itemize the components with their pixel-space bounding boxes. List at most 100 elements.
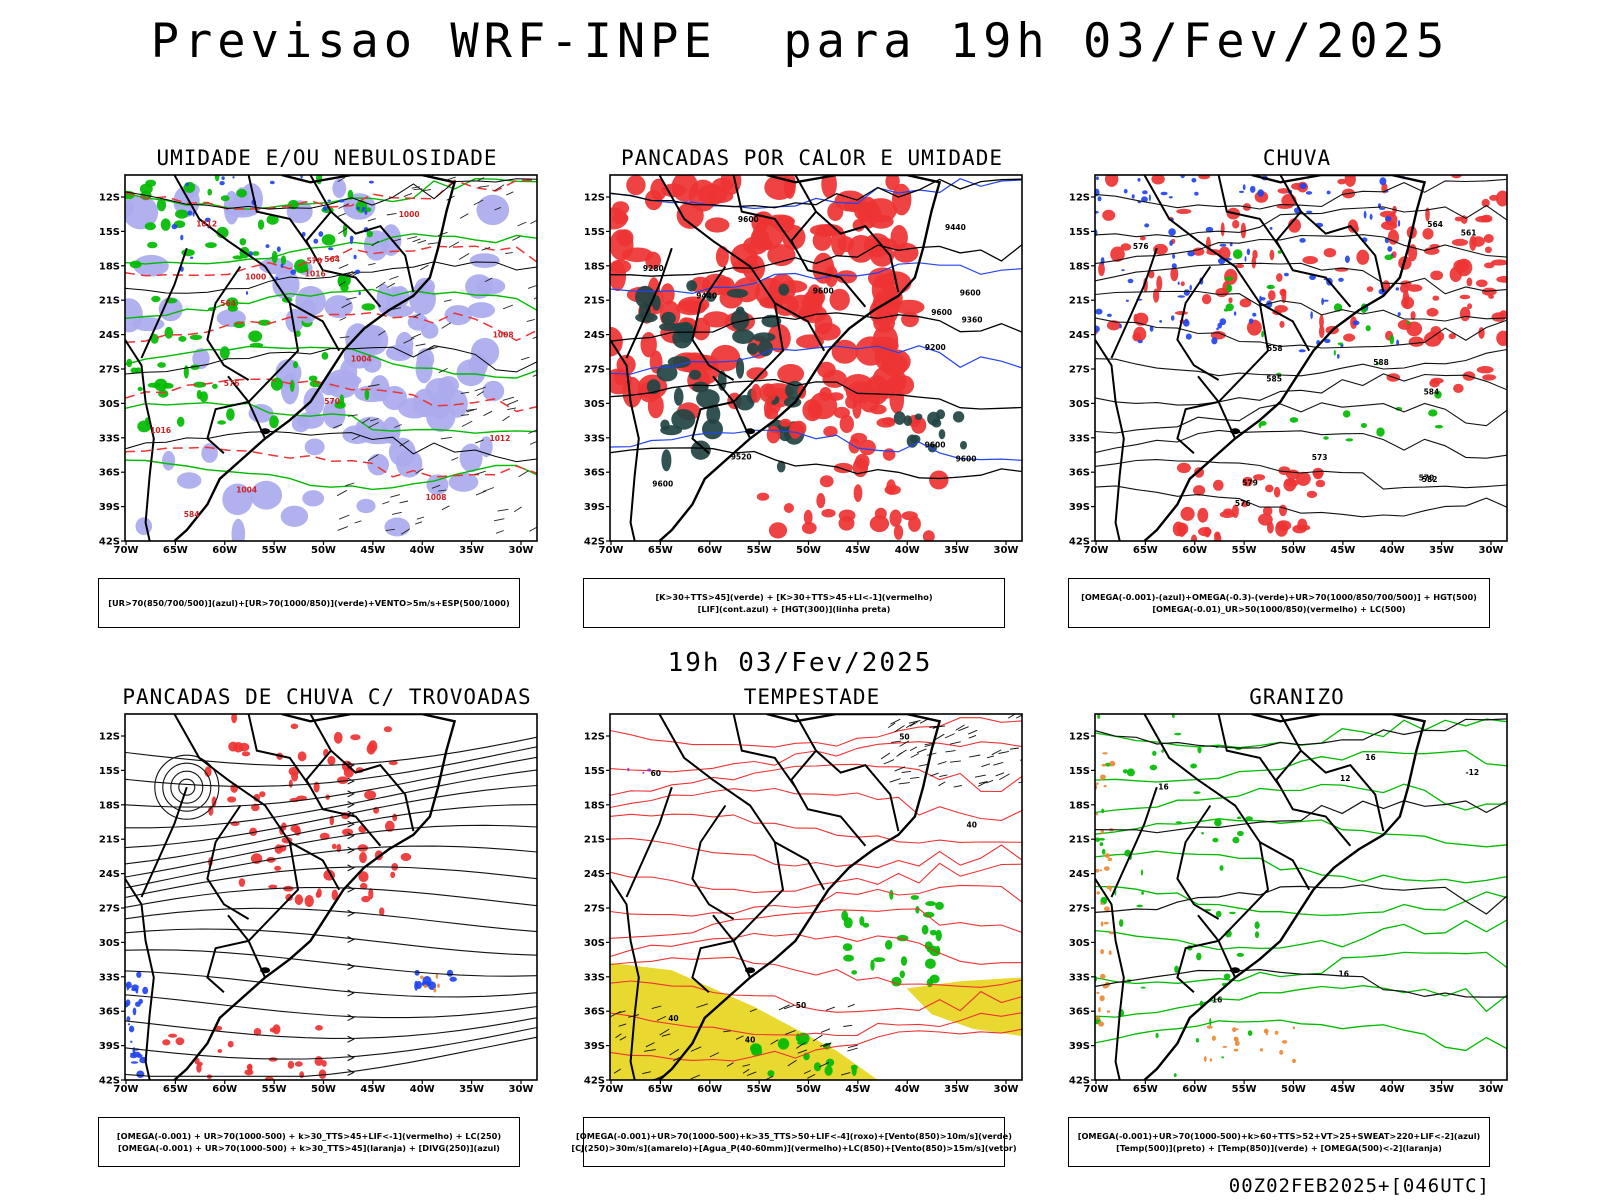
wind-vector: [887, 722, 896, 728]
hgt500-contour: [1095, 290, 1507, 322]
map-background: [125, 714, 537, 1080]
convection-red-area: [622, 376, 643, 408]
convection-red-area: [661, 183, 686, 198]
humidity-green-area: [137, 420, 152, 433]
contour-value-label: 50: [899, 733, 909, 742]
wind-vector: [368, 421, 379, 428]
humidity-green-area: [293, 361, 298, 369]
wind-vector: [447, 176, 456, 181]
wind-vector: [493, 184, 505, 192]
convection-red-area: [610, 229, 634, 261]
water-red-contour: [610, 787, 1022, 821]
divg-blue-area: [130, 1061, 139, 1064]
lat-tick-label: 12S: [1069, 732, 1090, 743]
convection-green-area: [689, 369, 702, 380]
humidity-green-area: [212, 383, 218, 389]
omega-orange-area: [1234, 1040, 1240, 1046]
convection-red-area: [892, 183, 912, 216]
rain-blue-area: [1189, 284, 1192, 291]
streamline: [125, 970, 537, 998]
water-red-contour: [610, 837, 1022, 869]
temp850-contour: [1095, 783, 1507, 814]
divg-blue-area: [127, 1023, 130, 1026]
wind-vector: [723, 1030, 731, 1033]
convection-red-area: [882, 448, 896, 461]
contour-value-label: 579: [1242, 479, 1258, 488]
storm-red-area: [268, 884, 278, 889]
contour-value-label: 9200: [925, 343, 946, 352]
convection-green-area: [671, 409, 696, 430]
rain-red-area: [1455, 258, 1473, 277]
temp850-fragment: [1214, 818, 1222, 827]
map-layers: 40 40 50 40 50 60: [610, 714, 1022, 1080]
convection-green-area: [706, 404, 721, 425]
wind-vector: [784, 1029, 796, 1035]
wind-vector: [529, 440, 537, 445]
pressure-contour: [125, 178, 537, 210]
rain-blue-area: [1106, 313, 1112, 317]
lat-tick-label: 24S: [99, 869, 120, 880]
rain-blue-area: [1168, 228, 1176, 236]
omega-orange-area: [1101, 763, 1107, 767]
blue-contour-fragment: [280, 263, 284, 268]
hgt500-contour: [1095, 234, 1507, 265]
convection-red-area: [882, 417, 895, 426]
lon-tick-label: 30W: [994, 545, 1019, 556]
rain-red-area: [1198, 175, 1211, 180]
red-dashed-contour: [125, 179, 537, 210]
rain-red-area: [1275, 521, 1288, 537]
rain-red-area: [1410, 311, 1416, 320]
lat-tick-label: 36S: [584, 468, 605, 479]
hgt500-contour: [1095, 317, 1507, 349]
rain-red-area: [1397, 319, 1412, 330]
wind-vector: [338, 203, 350, 209]
water-red-contour: [610, 813, 1022, 844]
convection-red-area: [894, 299, 925, 315]
wind-vector: [659, 1028, 670, 1036]
convection-red-area: [908, 516, 921, 532]
streamline: [125, 784, 537, 849]
wind-vector: [336, 489, 348, 497]
storm-red-area: [400, 853, 412, 861]
rain-red-area: [1302, 256, 1318, 265]
rain-green-area: [1226, 284, 1233, 293]
hgt500-contour: [1095, 402, 1507, 434]
temp500-contour: [1095, 968, 1507, 998]
red-dashed-contour: [125, 245, 537, 277]
lon-tick-label: 30W: [509, 1084, 534, 1095]
convection-green-area: [660, 425, 682, 436]
omega-orange-area: [1292, 1026, 1295, 1030]
lat-tick-label: 30S: [1069, 938, 1090, 949]
rain-blue-area: [1239, 190, 1244, 193]
wind-vector: [441, 322, 452, 329]
humidity-green-area: [364, 388, 370, 401]
storm-red-area: [315, 891, 321, 898]
streamline-arrow: [347, 1035, 355, 1043]
storm-red-area: [288, 779, 293, 788]
rain-blue-area: [1187, 251, 1195, 257]
wind850-green-area: [929, 974, 940, 984]
wind-vector: [526, 318, 535, 323]
humidity-green-area: [257, 219, 265, 230]
rain-blue-area: [1246, 248, 1251, 256]
temp850-fragment: [1097, 714, 1101, 719]
humidity-lavender-area: [339, 358, 358, 387]
blue-contour-fragment: [192, 211, 195, 217]
wind-vector: [533, 296, 537, 300]
contour-value-label: 16: [1158, 783, 1168, 792]
wind-vector: [978, 781, 988, 784]
rain-blue-area: [1095, 308, 1103, 315]
wind-vector: [494, 206, 502, 211]
streamline: [125, 756, 537, 808]
contour-value-label: 16: [1339, 970, 1349, 979]
wind-vector: [461, 420, 473, 427]
wind-vector: [938, 781, 946, 787]
wind-vector: [403, 337, 415, 344]
lat-tick-label: 33S: [1069, 972, 1090, 983]
rain-red-area: [1156, 275, 1163, 292]
rain-green-area: [1232, 249, 1243, 259]
wind850-green-area: [921, 924, 929, 935]
humidity-green-area: [147, 382, 161, 388]
mid-title: 19h 03/Fev/2025: [667, 648, 933, 678]
wind-vector: [502, 415, 510, 422]
